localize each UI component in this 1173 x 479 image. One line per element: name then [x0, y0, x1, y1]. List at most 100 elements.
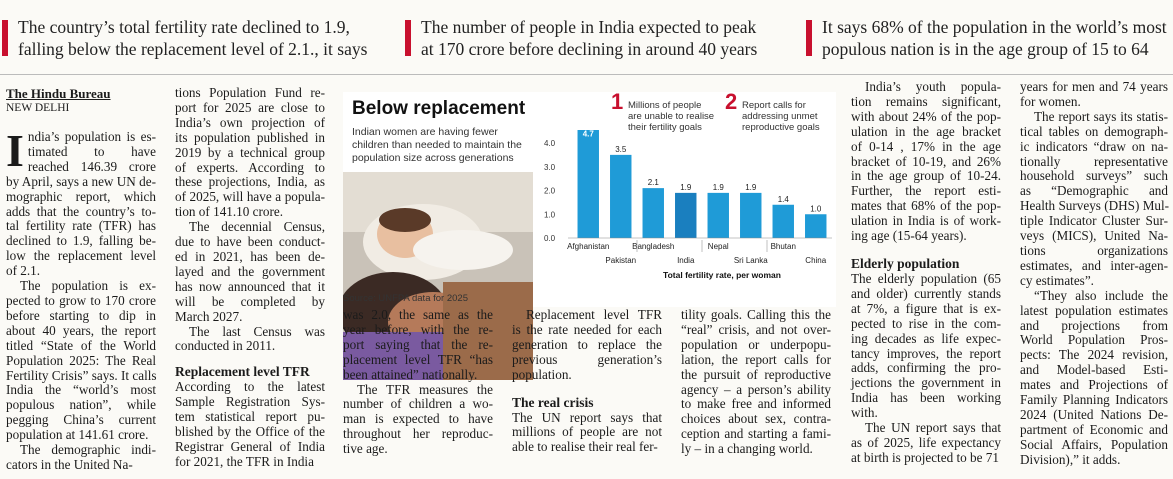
text-line: titled “State of the World: [6, 337, 156, 353]
text-line: The elderly population (65: [851, 270, 1001, 286]
infographic: Below replacement Indian women are havin…: [343, 89, 836, 380]
text-line: The report says its statis-: [1034, 108, 1168, 124]
text-line: tions Population Fund re-: [175, 85, 325, 100]
bar-bhutan: [772, 204, 794, 238]
text-line: According to the latest: [175, 379, 325, 395]
headline-line: populous nation is in the age group of 1…: [822, 39, 1149, 59]
data-label: 1.0: [810, 204, 822, 213]
category-label: Nepal: [708, 242, 729, 251]
text-line: latest population estimates: [1020, 302, 1168, 318]
callout-line: are unable to realise: [628, 111, 715, 122]
text-line: “They also include the: [1034, 287, 1168, 303]
source-note: Source: UNFPA data for 2025: [343, 293, 468, 304]
text-line: years for men and 74 years: [1020, 79, 1168, 94]
callout-line: their fertility goals: [628, 122, 702, 133]
headline-3: It says 68% of the population in the wor…: [806, 16, 1173, 64]
article-body: The UN report says that millions of peopl…: [512, 409, 662, 456]
text-line: about 40 years, the report: [6, 322, 156, 338]
text-line: year before, with the re-: [343, 321, 493, 337]
text-line: throughout her reproduc-: [343, 426, 493, 442]
byline: The Hindu Bureau: [6, 86, 111, 101]
article-body: India’s youth popula-tion remains signif…: [851, 79, 1001, 244]
bar-nepal: [707, 192, 729, 238]
article-column-2: tions Population Fund re-port for 2025 a…: [175, 85, 325, 470]
text-line: ing decades as life expec-: [851, 330, 1001, 346]
text-line: tion remains significant,: [851, 93, 1001, 109]
callout-number: 1: [611, 89, 624, 114]
text-line: as of 2025, life expectancy: [851, 434, 1001, 450]
text-line: by April, says a new UN de-: [6, 173, 156, 189]
data-label: 1.9: [713, 183, 725, 192]
headline-line: falling below the replacement level of 2…: [18, 39, 368, 59]
text-line: jections the government in: [851, 375, 1001, 391]
article-column-6: India’s youth popula-tion remains signif…: [851, 79, 1001, 466]
dateline: NEW DELHI: [6, 102, 70, 114]
text-line: 2019 by a technical group: [175, 144, 325, 160]
text-line: pected to rise in the com-: [851, 315, 1001, 331]
subhead: Elderly population: [851, 255, 960, 271]
text-line: and older) currently stands: [851, 285, 1001, 301]
text-line: ing age (15-64 years).: [851, 228, 967, 244]
text-line: for women.: [1020, 93, 1081, 109]
category-label: Bangladesh: [632, 242, 674, 251]
text-line: household surveys” such: [1020, 168, 1168, 184]
y-tick-label: 2.0: [544, 187, 556, 196]
text-line: its population published in: [175, 129, 325, 145]
text-line: Replacement level TFR: [526, 307, 662, 322]
callout-line: Report calls for: [742, 100, 806, 111]
text-line: of 2.1.: [6, 263, 41, 279]
headline-line: It says 68% of the population in the wor…: [822, 17, 1167, 37]
category-label: Sri Lanka: [734, 256, 768, 265]
text-line: mates that 68% of the pop-: [851, 198, 1001, 214]
text-line: agency – a person’s ability: [681, 381, 831, 397]
y-tick-label: 1.0: [544, 210, 556, 219]
headline-line: The number of people in India expected t…: [421, 17, 757, 37]
text-line: The UN report says that: [512, 409, 662, 425]
tfr-bar-chart: 0.0 1.0 2.0 3.0 4.0 4.7 Afghanistan 3.5 Pakistan…: [544, 130, 832, 280]
infographic-subtitle: Indian women are having fewer children t…: [352, 126, 522, 164]
headline-1: The country’s total fertility rate decli…: [2, 16, 402, 64]
y-tick-label: 0.0: [544, 234, 556, 243]
headline-accent-bar: [405, 20, 411, 56]
text-line: placement level TFR “has: [343, 351, 493, 367]
text-line: choices about sex, contra-: [681, 411, 831, 427]
bar-bangladesh: [642, 188, 664, 238]
text-line: mates and Projections of: [1020, 377, 1168, 393]
text-line: ception and starting a fami-: [681, 426, 831, 442]
data-label: 1.4: [778, 195, 790, 204]
text-line: The decennial Census,: [189, 219, 325, 235]
bar-sri-lanka: [740, 192, 762, 238]
text-line: tal fertility rate (TFR) has: [6, 218, 156, 234]
headline-2: The number of people in India expected t…: [405, 16, 805, 64]
text-line: able to realise their real fer-: [512, 439, 658, 455]
bar-pakistan: [610, 154, 632, 238]
drop-cap: I: [6, 125, 24, 176]
text-line: “real” crisis, and not over-: [681, 321, 831, 337]
text-line: veys (MICS), United Na-: [1020, 228, 1168, 244]
data-label: 2.1: [648, 178, 660, 187]
article-body: Replacement level TFR is the rate needed …: [512, 307, 662, 383]
text-line: and projections from: [1020, 317, 1168, 333]
article-column-3: was 2.0, the same as the year before, wit…: [343, 307, 493, 457]
text-line: of experts. According to: [175, 159, 325, 175]
text-line: with.: [851, 405, 878, 421]
x-axis-label: Total fertility rate, per woman: [663, 270, 781, 280]
subhead: The real crisis: [512, 394, 594, 410]
text-line: adds, confirming the pro-: [851, 360, 1001, 376]
text-line: The population is ex-: [20, 278, 156, 294]
text-line: pects: The 2024 revision,: [1020, 347, 1168, 363]
text-line: reached 146.39 crore: [27, 158, 156, 174]
text-line: is the rate needed for each: [512, 321, 662, 337]
callout-line: Millions of people: [628, 100, 702, 111]
y-tick-label: 3.0: [544, 163, 556, 172]
text-line: tive age.: [343, 441, 388, 457]
text-line: cy estimates”.: [1020, 272, 1094, 288]
text-line: tem statistical report pu-: [175, 409, 325, 425]
headline-accent-bar: [806, 20, 812, 56]
article-column-5: tility goals. Calling this the “real” cri…: [681, 307, 831, 457]
category-label: China: [805, 256, 826, 265]
mother-baby-photo: [343, 172, 533, 380]
bar-china: [805, 214, 827, 238]
article-body: I ndia’s population is es-timated to hav…: [6, 125, 157, 473]
callout-number: 2: [725, 89, 738, 114]
